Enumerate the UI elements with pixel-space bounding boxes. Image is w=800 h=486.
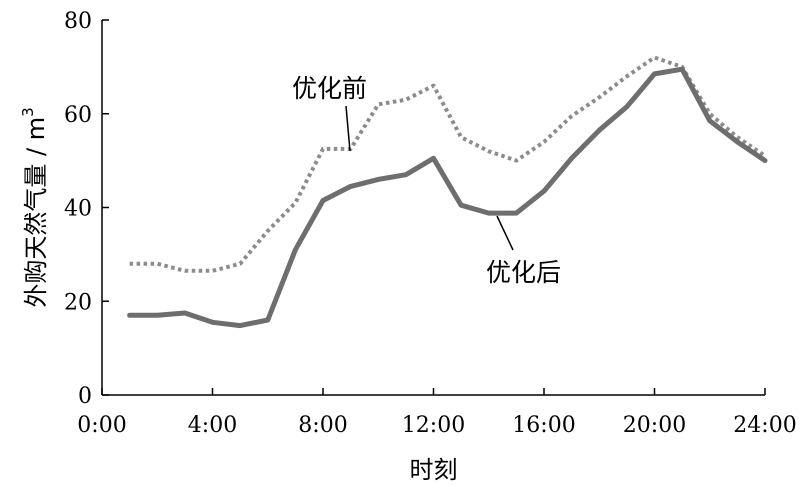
series-line-after <box>127 66 768 329</box>
series-label-before: 优化前 <box>292 74 367 103</box>
x-axis-title: 时刻 <box>410 456 458 484</box>
x-tick-label: 0:00 <box>77 413 126 438</box>
y-axis-title-superscript: 3 <box>19 107 37 117</box>
y-tick-label: 20 <box>64 290 92 315</box>
axes <box>101 20 765 396</box>
y-axis-title-text: 外购天然气量 / m <box>22 117 50 308</box>
series-annotations: 优化前 优化后 <box>292 74 561 287</box>
series-label-after: 优化后 <box>486 258 561 287</box>
x-axis-title-text: 时刻 <box>410 456 458 484</box>
y-tick-label: 40 <box>64 197 92 222</box>
x-tick-label: 4:00 <box>188 413 237 438</box>
x-tick-label: 24:00 <box>733 413 796 438</box>
y-ticks: 0 20 40 60 80 <box>64 9 109 409</box>
x-tick-label: 16:00 <box>512 413 575 438</box>
x-tick-label: 8:00 <box>298 413 347 438</box>
y-tick-label: 80 <box>64 9 92 34</box>
series-label-before-leader <box>345 105 351 152</box>
series-label-after-leader <box>496 215 514 251</box>
x-ticks: 0:00 4:00 8:00 12:00 16:00 20:00 24:00 <box>77 388 797 438</box>
plot-area <box>127 55 768 329</box>
y-tick-label: 60 <box>64 103 92 128</box>
x-tick-label: 12:00 <box>402 413 465 438</box>
y-axis-title: 外购天然气量 / m3 <box>19 107 50 307</box>
y-tick-label: 0 <box>78 384 92 409</box>
x-tick-label: 20:00 <box>623 413 686 438</box>
series-line-before <box>129 55 767 273</box>
